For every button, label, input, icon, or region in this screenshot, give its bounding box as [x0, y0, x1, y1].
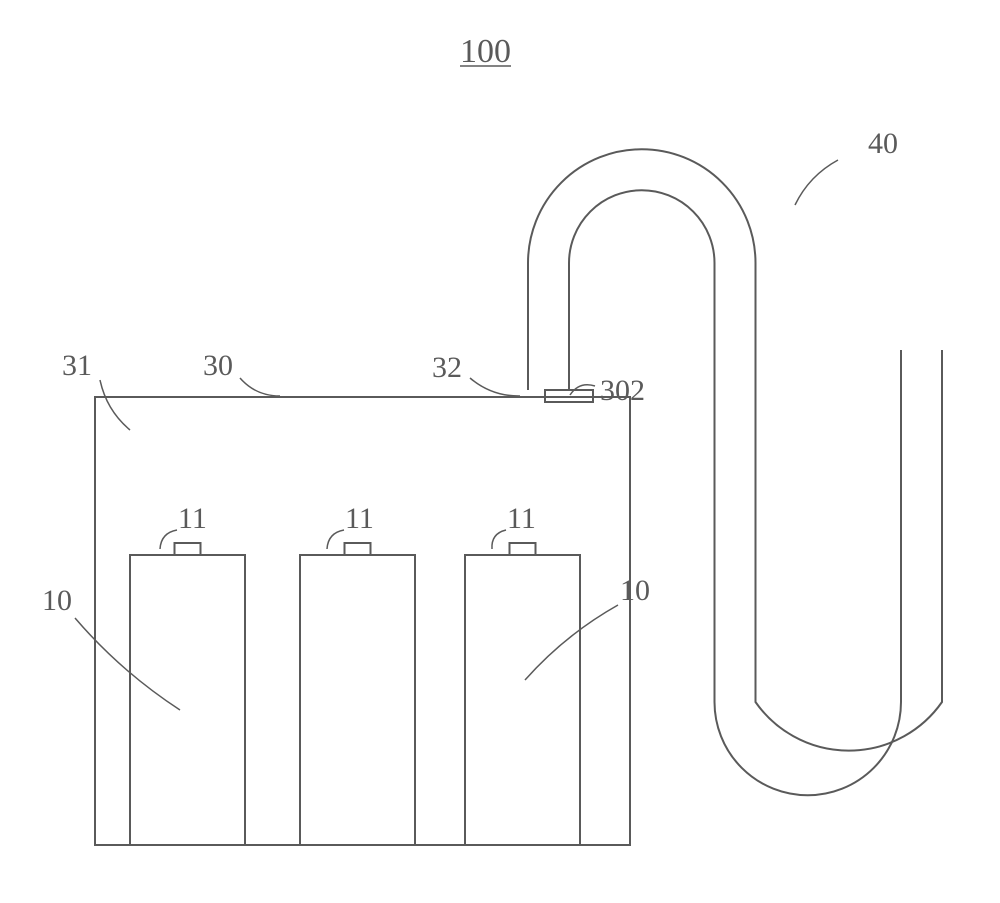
label-31: 31: [62, 349, 92, 382]
label-10L: 10: [42, 584, 72, 617]
label-11a: 11: [178, 502, 207, 535]
label-11b: 11: [345, 502, 374, 535]
label-11c: 11: [507, 502, 536, 535]
label-10R: 10: [620, 574, 650, 607]
label-30: 30: [203, 349, 233, 382]
label-32: 32: [432, 351, 462, 384]
label-302: 302: [600, 374, 645, 407]
label-40: 40: [868, 127, 898, 160]
label-100: 100: [460, 33, 511, 70]
